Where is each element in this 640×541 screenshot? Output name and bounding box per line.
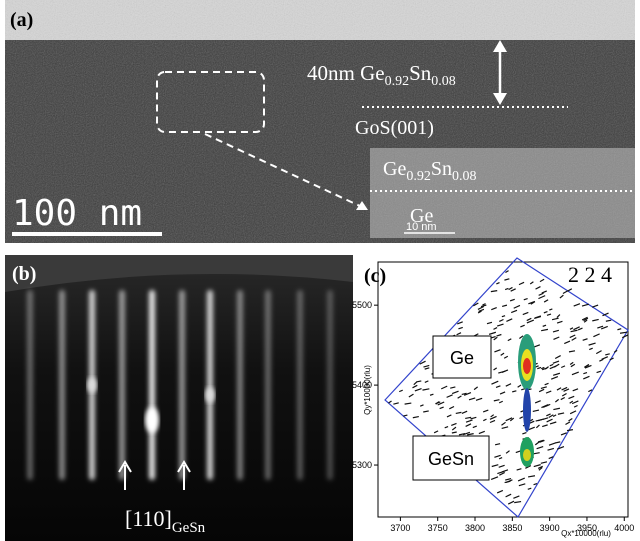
panel-b: (b) [110]GeSn	[5, 255, 353, 541]
subscript: 0.08	[452, 169, 477, 184]
x-tick-label: 4000	[614, 523, 634, 533]
streak	[27, 290, 33, 480]
inset-scale-label: 10 nm	[406, 221, 437, 233]
y-tick-label: 5300	[352, 460, 372, 470]
x-tick-label: 3700	[390, 523, 410, 533]
diffraction-spot	[205, 387, 215, 403]
reflection-label: 2 2 4	[568, 262, 612, 287]
figure: (a) 40nm Ge0.92Sn0.08 GoS(001) Ge0.92Sn0…	[0, 0, 640, 541]
specular-spot	[145, 407, 159, 433]
x-tick-label: 3900	[540, 523, 560, 533]
text: Sn	[409, 61, 432, 85]
y-tick-label: 5400	[352, 380, 372, 390]
panel-c: (c) 2 2 4 Ge GeSn Qx*10000(rlu) Qy*10000…	[352, 258, 634, 538]
x-tick-label: 3850	[502, 523, 522, 533]
subscript: 0.92	[385, 74, 410, 89]
subscript: 0.92	[406, 169, 431, 184]
panel-label: (c)	[364, 265, 386, 287]
scale-label: 100 nm	[12, 193, 142, 234]
streak	[297, 290, 303, 480]
text: 40nm Ge	[307, 61, 385, 85]
subscript: 0.08	[431, 74, 456, 89]
panel-label: (b)	[12, 263, 36, 285]
streak	[237, 290, 243, 480]
peak-label: Ge	[450, 348, 474, 368]
panel-a: (a) 40nm Ge0.92Sn0.08 GoS(001) Ge0.92Sn0…	[5, 0, 635, 243]
x-tick-label: 3950	[577, 523, 597, 533]
text: Sn	[431, 158, 452, 180]
x-tick-label: 3750	[428, 523, 448, 533]
diffraction-spot	[87, 377, 97, 393]
text: [110]	[125, 506, 172, 531]
contour	[523, 358, 531, 374]
contour	[523, 388, 531, 432]
x-tick-label: 3800	[465, 523, 485, 533]
peak-label: GeSn	[428, 449, 474, 469]
interface-label: GoS(001)	[355, 117, 434, 139]
streak	[265, 290, 271, 480]
contour	[523, 449, 531, 461]
streak	[179, 290, 185, 480]
streak	[149, 290, 155, 480]
streak	[119, 290, 125, 480]
text: Ge	[383, 158, 406, 180]
subscript: GeSn	[172, 520, 206, 536]
streak	[207, 290, 213, 480]
streak	[59, 290, 65, 480]
streak	[327, 290, 333, 480]
scale-bar	[12, 232, 162, 236]
y-tick-label: 5500	[352, 300, 372, 310]
panel-label: (a)	[10, 9, 33, 31]
